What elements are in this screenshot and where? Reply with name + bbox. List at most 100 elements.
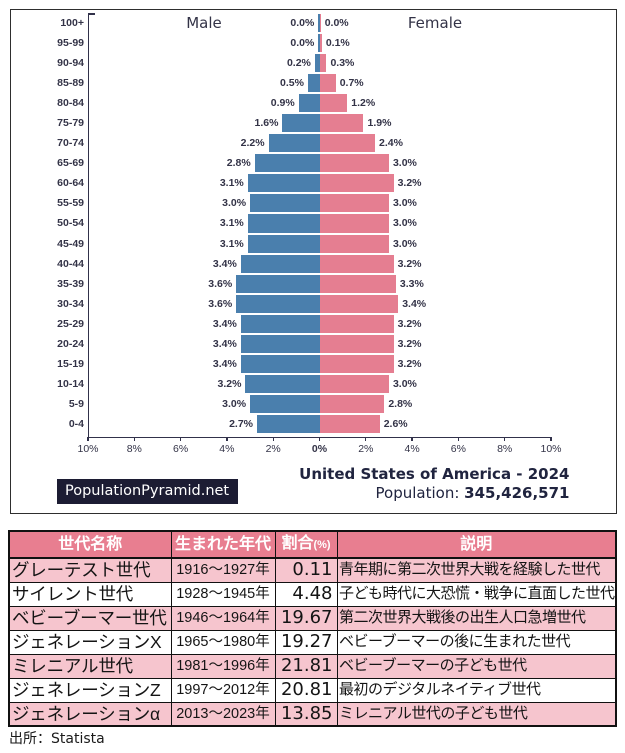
age-group-label: 100+ <box>60 16 84 29</box>
header-birth-years: 生まれた年代 <box>170 530 276 559</box>
age-group-label: 65-69 <box>57 157 84 170</box>
female-value-label: 0.7% <box>339 76 364 89</box>
age-group-label: 70-74 <box>57 137 84 150</box>
male-bar <box>282 113 320 135</box>
x-axis-tick <box>272 436 274 441</box>
female-value-label: 3.3% <box>399 277 424 290</box>
cell-ratio: 19.27 <box>274 629 338 655</box>
population-pyramid-chart: Male Female 100+ 0.0% 0.0% 95-99 0.0% 0.1% 90-… <box>10 9 617 514</box>
age-group-label: 10-14 <box>57 378 84 391</box>
population-value: 345,426,571 <box>464 483 570 502</box>
age-group-label: 60-64 <box>57 177 84 190</box>
age-group-label: 5-9 <box>68 398 84 411</box>
table-header-row: 世代名称 生まれた年代 割合(%) 説明 <box>8 530 617 559</box>
male-header: Male <box>186 13 222 32</box>
cell-desc: 青年期に第二次世界大戦を経験した世代 <box>336 557 617 583</box>
male-bar <box>236 294 320 315</box>
pyramid-plot-area: Male Female 100+ 0.0% 0.0% 95-99 0.0% 0.1% 90-… <box>11 10 616 513</box>
table-row: グレーテスト世代 1916～1927年 0.11 青年期に第二次世界大戦を経験した世代 <box>8 557 617 583</box>
x-axis-tick-label: 0% <box>311 442 328 455</box>
male-bar <box>247 174 320 195</box>
female-bar <box>319 154 389 175</box>
cell-ratio: 13.85 <box>274 701 338 727</box>
female-bar <box>319 254 394 275</box>
generation-table-wrap: 世代名称 生まれた年代 割合(%) 説明 グレーテスト世代 1916～1927年 0… <box>8 530 617 727</box>
y-axis-line <box>87 13 89 438</box>
x-axis-tick <box>411 436 413 441</box>
female-value-label: 2.8% <box>388 398 413 411</box>
cell-ratio: 0.11 <box>274 557 338 583</box>
x-axis-tick <box>133 436 135 441</box>
male-value-label: 0.2% <box>286 56 311 69</box>
male-value-label: 3.1% <box>219 237 244 250</box>
cell-ratio: 4.48 <box>274 581 338 607</box>
x-axis-tick-label: 8% <box>126 442 142 455</box>
header-ratio-unit: (%) <box>313 539 331 551</box>
male-bar <box>318 33 320 54</box>
table-row: ジェネレーションZ 1997～2012年 20.81 最初のデジタルネイティブ世代 <box>8 677 617 703</box>
female-bar <box>319 335 394 356</box>
x-axis-tick-label: 6% <box>450 442 466 455</box>
female-bar <box>319 314 394 336</box>
cell-name: ベビーブーマー世代 <box>8 605 172 631</box>
male-value-label: 3.4% <box>212 338 237 351</box>
cell-desc: ベビーブーマーの後に生まれた世代 <box>336 629 617 655</box>
female-value-label: 3.0% <box>392 217 417 230</box>
male-value-label: 3.1% <box>219 177 244 190</box>
male-bar <box>236 274 320 295</box>
female-bar <box>319 174 394 195</box>
female-value-label: 3.2% <box>397 338 422 351</box>
female-bar <box>319 93 348 114</box>
x-axis-tick <box>365 436 367 441</box>
table-row: ベビーブーマー世代 1946～1964年 19.67 第二次世界大戦後の出生人口急増世… <box>8 605 617 631</box>
male-value-label: 0.5% <box>280 76 304 89</box>
x-axis-tick-label: 4% <box>219 442 235 455</box>
male-value-label: 0.0% <box>290 16 315 29</box>
brand-badge: PopulationPyramid.net <box>57 479 238 504</box>
male-value-label: 2.2% <box>240 137 265 150</box>
male-bar <box>250 395 320 416</box>
male-bar <box>240 314 320 336</box>
x-axis-tick-label: 2% <box>265 442 281 455</box>
male-bar <box>240 254 320 275</box>
cell-years: 1916～1927年 <box>170 557 276 583</box>
female-bar <box>319 194 389 215</box>
generation-table: 世代名称 生まれた年代 割合(%) 説明 グレーテスト世代 1916～1927年 0… <box>8 530 617 727</box>
header-generation-name: 世代名称 <box>8 530 172 559</box>
female-header: Female <box>407 13 463 32</box>
female-bar <box>319 214 389 235</box>
x-axis-tick-label: 4% <box>404 442 420 455</box>
male-value-label: 2.8% <box>226 157 251 170</box>
female-value-label: 3.0% <box>392 378 417 391</box>
cell-years: 1928～1945年 <box>170 581 276 607</box>
x-axis-tick-label: 2% <box>358 442 374 455</box>
cell-name: ジェネレーションZ <box>8 677 172 703</box>
female-value-label: 3.4% <box>402 297 427 310</box>
y-axis-top-tick <box>87 13 95 15</box>
cell-desc: 子ども時代に大恐慌・戦争に直面した世代 <box>336 581 617 607</box>
cell-years: 2013～2023年 <box>170 701 276 727</box>
cell-years: 1946～1964年 <box>170 605 276 631</box>
age-group-label: 30-34 <box>57 297 84 310</box>
female-bar <box>319 274 396 295</box>
female-value-label: 0.3% <box>330 56 355 69</box>
cell-name: ジェネレーションX <box>8 629 172 655</box>
age-group-label: 0-4 <box>68 418 84 431</box>
table-row: ジェネレーションα 2013～2023年 13.85 ミレニアル世代の子ども世代 <box>8 701 617 727</box>
female-bar <box>319 355 394 376</box>
male-value-label: 3.4% <box>212 257 237 270</box>
male-value-label: 3.4% <box>212 358 237 371</box>
female-bar <box>319 134 376 155</box>
x-axis-tick <box>226 436 228 441</box>
female-bar <box>319 234 389 255</box>
x-axis-tick-label: 8% <box>497 442 513 455</box>
age-group-label: 55-59 <box>57 197 84 210</box>
male-bar <box>245 375 320 396</box>
male-bar <box>314 53 320 74</box>
cell-years: 1997～2012年 <box>170 677 276 703</box>
x-axis-tick <box>87 436 89 441</box>
age-group-label: 45-49 <box>57 237 84 250</box>
male-value-label: 3.6% <box>208 277 233 290</box>
x-axis-tick <box>318 436 321 441</box>
male-value-label: 1.6% <box>254 116 279 129</box>
